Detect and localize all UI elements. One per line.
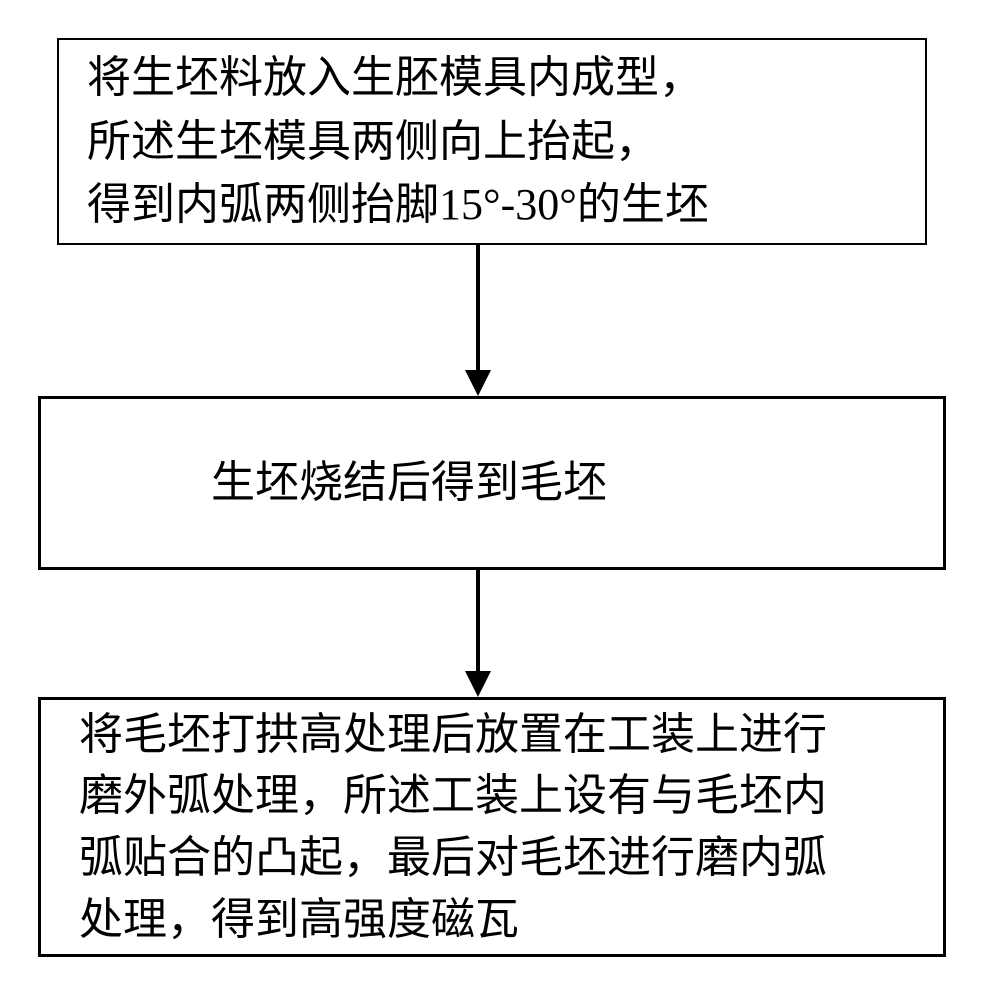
flowchart-canvas: 将生坯料放入生胚模具内成型， 所述生坯模具两侧向上抬起， 得到内弧两侧抬脚15°… xyxy=(0,0,1000,986)
flow-step-step3: 将毛坯打拱高处理后放置在工装上进行 磨外弧处理，所述工装上设有与毛坯内 弧贴合的… xyxy=(38,697,946,957)
flow-step-step1: 将生坯料放入生胚模具内成型， 所述生坯模具两侧向上抬起， 得到内弧两侧抬脚15°… xyxy=(57,38,927,245)
flow-step-text: 将生坯料放入生胚模具内成型， 所述生坯模具两侧向上抬起， 得到内弧两侧抬脚15°… xyxy=(87,46,897,237)
arrow-head-arrow2 xyxy=(465,671,491,697)
flow-step-text: 生坯烧结后得到毛坯 xyxy=(211,451,923,515)
arrow-line-arrow1 xyxy=(476,245,480,370)
arrow-head-arrow1 xyxy=(465,370,491,396)
flow-step-step2: 生坯烧结后得到毛坯 xyxy=(38,396,946,570)
flow-step-text: 将毛坯打拱高处理后放置在工装上进行 磨外弧处理，所述工装上设有与毛坯内 弧贴合的… xyxy=(79,704,923,950)
arrow-line-arrow2 xyxy=(476,570,480,671)
